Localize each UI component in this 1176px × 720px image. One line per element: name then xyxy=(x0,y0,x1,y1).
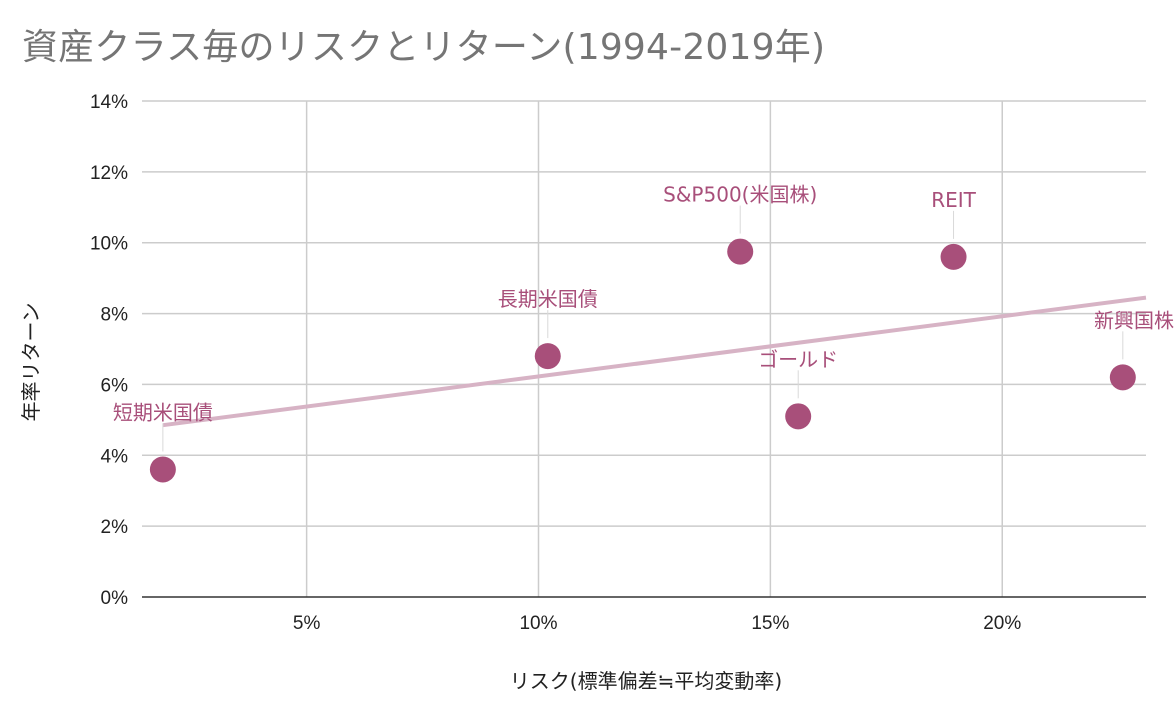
data-points xyxy=(149,238,1136,483)
y-tick-label: 10% xyxy=(90,234,128,255)
point-label: S&P500(米国株) xyxy=(663,183,817,207)
x-tick-label: 10% xyxy=(519,613,557,634)
x-tick-label: 5% xyxy=(293,613,321,634)
point-label: 短期米国債 xyxy=(113,400,213,424)
x-tick-label: 20% xyxy=(983,613,1021,634)
grid-lines xyxy=(142,100,1146,597)
trendline-layer xyxy=(162,295,1147,428)
y-tick-label: 12% xyxy=(90,163,128,184)
chart-title: 資産クラス毎のリスクとリターン(1994-2019年) xyxy=(22,27,826,68)
y-axis-label: 年率リターン xyxy=(19,303,43,422)
y-tick-label: 0% xyxy=(101,588,129,609)
x-tick-label: 15% xyxy=(751,613,789,634)
axes: 0% 2% 4% 6% 8% 10% 12% 14% 5% 10% 15% 20% xyxy=(90,92,1146,634)
data-point xyxy=(1109,364,1136,391)
data-point xyxy=(785,403,812,430)
y-tick-label: 8% xyxy=(101,305,129,326)
y-tick-label: 6% xyxy=(101,375,129,396)
point-labels: 短期米国債 長期米国債 S&P500(米国株) ゴールド REIT 新興国株 xyxy=(113,183,1174,452)
data-point xyxy=(727,238,754,265)
point-label: ゴールド xyxy=(758,347,838,371)
point-label: 長期米国債 xyxy=(498,287,598,311)
point-label: REIT xyxy=(931,188,976,212)
point-label: 新興国株 xyxy=(1094,308,1174,332)
y-tick-label: 2% xyxy=(101,517,129,538)
y-tick-label: 4% xyxy=(101,446,129,467)
trendline xyxy=(162,295,1147,428)
data-point xyxy=(940,243,967,270)
data-point xyxy=(534,343,561,370)
y-tick-label: 14% xyxy=(90,92,128,113)
data-point xyxy=(149,456,176,483)
x-axis-label: リスク(標準偏差≒平均変動率) xyxy=(510,669,782,693)
